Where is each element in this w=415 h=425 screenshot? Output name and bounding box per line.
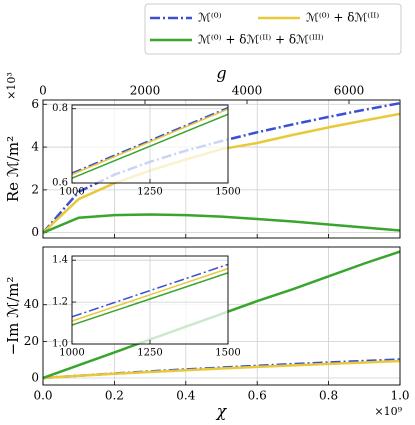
series-line: [72, 263, 228, 318]
x2-tick-label: 6000: [334, 84, 365, 98]
x-tick-label: 1500: [215, 348, 240, 359]
x-tick-label: 1250: [137, 187, 162, 198]
x2-axis-label: g: [216, 64, 226, 83]
y-tick-label: 0: [31, 371, 39, 385]
x-tick-label: 0.0: [33, 389, 52, 403]
series-line: [72, 106, 228, 174]
y-tick-label: 0.6: [52, 178, 68, 189]
y-tick-label: 20: [24, 334, 39, 348]
frame: [42, 246, 401, 386]
x-tick-label: 1000: [59, 187, 84, 198]
x-tick-label: 0.2: [105, 389, 124, 403]
x-tick-label: 0.8: [319, 389, 338, 403]
x-tick-label: 0.4: [176, 389, 195, 403]
frame: [71, 104, 229, 184]
x-tick-label: 1500: [215, 187, 240, 198]
x-tick-label: 1.0: [390, 389, 409, 403]
y-axis-label: −Im ℳ/m²: [4, 277, 22, 356]
y-tick-label: 0: [31, 225, 39, 239]
series-line: [43, 359, 400, 380]
series-line: [72, 108, 228, 176]
y-tick-label: 40: [24, 297, 39, 311]
series-line: [43, 213, 400, 234]
legend-label: ℳ⁽⁰⁾: [198, 11, 222, 25]
x2-tick-label: 4000: [232, 84, 263, 98]
x-tick-label: 1000: [59, 348, 84, 359]
legend-box: [144, 3, 402, 55]
series-line: [72, 113, 228, 179]
y-tick-label: 4: [31, 140, 39, 154]
y-tick-label: 1.0: [52, 339, 68, 350]
x2-tick-label: 0: [39, 84, 47, 98]
y-offset: ×10³: [5, 72, 18, 100]
y-tick-label: 1.2: [52, 297, 68, 308]
y-tick-label: 6: [31, 97, 39, 111]
x-tick-label: 1250: [137, 348, 162, 359]
legend: ℳ⁽⁰⁾ ℳ⁽⁰⁾ + δℳ⁽ᴵᴵ⁾ ℳ⁽⁰⁾ + δℳ⁽ᴵᴵ⁾ + δℳ⁽ᴵᴵᴵ⁾: [144, 3, 402, 55]
frame: [42, 99, 401, 239]
x2-tick-label: 2000: [130, 84, 161, 98]
x-tick-label: 0.6: [248, 389, 267, 403]
frame: [71, 255, 229, 345]
y-tick-label: 1.4: [52, 255, 68, 266]
y-axis-label: Re ℳ/m²: [4, 136, 22, 202]
y-tick-label: 2: [31, 182, 39, 196]
x-axis-label: χ: [216, 402, 228, 421]
y-tick-label: 0.8: [52, 103, 68, 114]
series-line: [72, 267, 228, 322]
x-offset: ×10⁹: [374, 405, 402, 418]
legend-label: ℳ⁽⁰⁾ + δℳ⁽ᴵᴵ⁾: [306, 11, 379, 25]
legend-label: ℳ⁽⁰⁾ + δℳ⁽ᴵᴵ⁾ + δℳ⁽ᴵᴵᴵ⁾: [198, 33, 324, 47]
series-line: [72, 272, 228, 326]
